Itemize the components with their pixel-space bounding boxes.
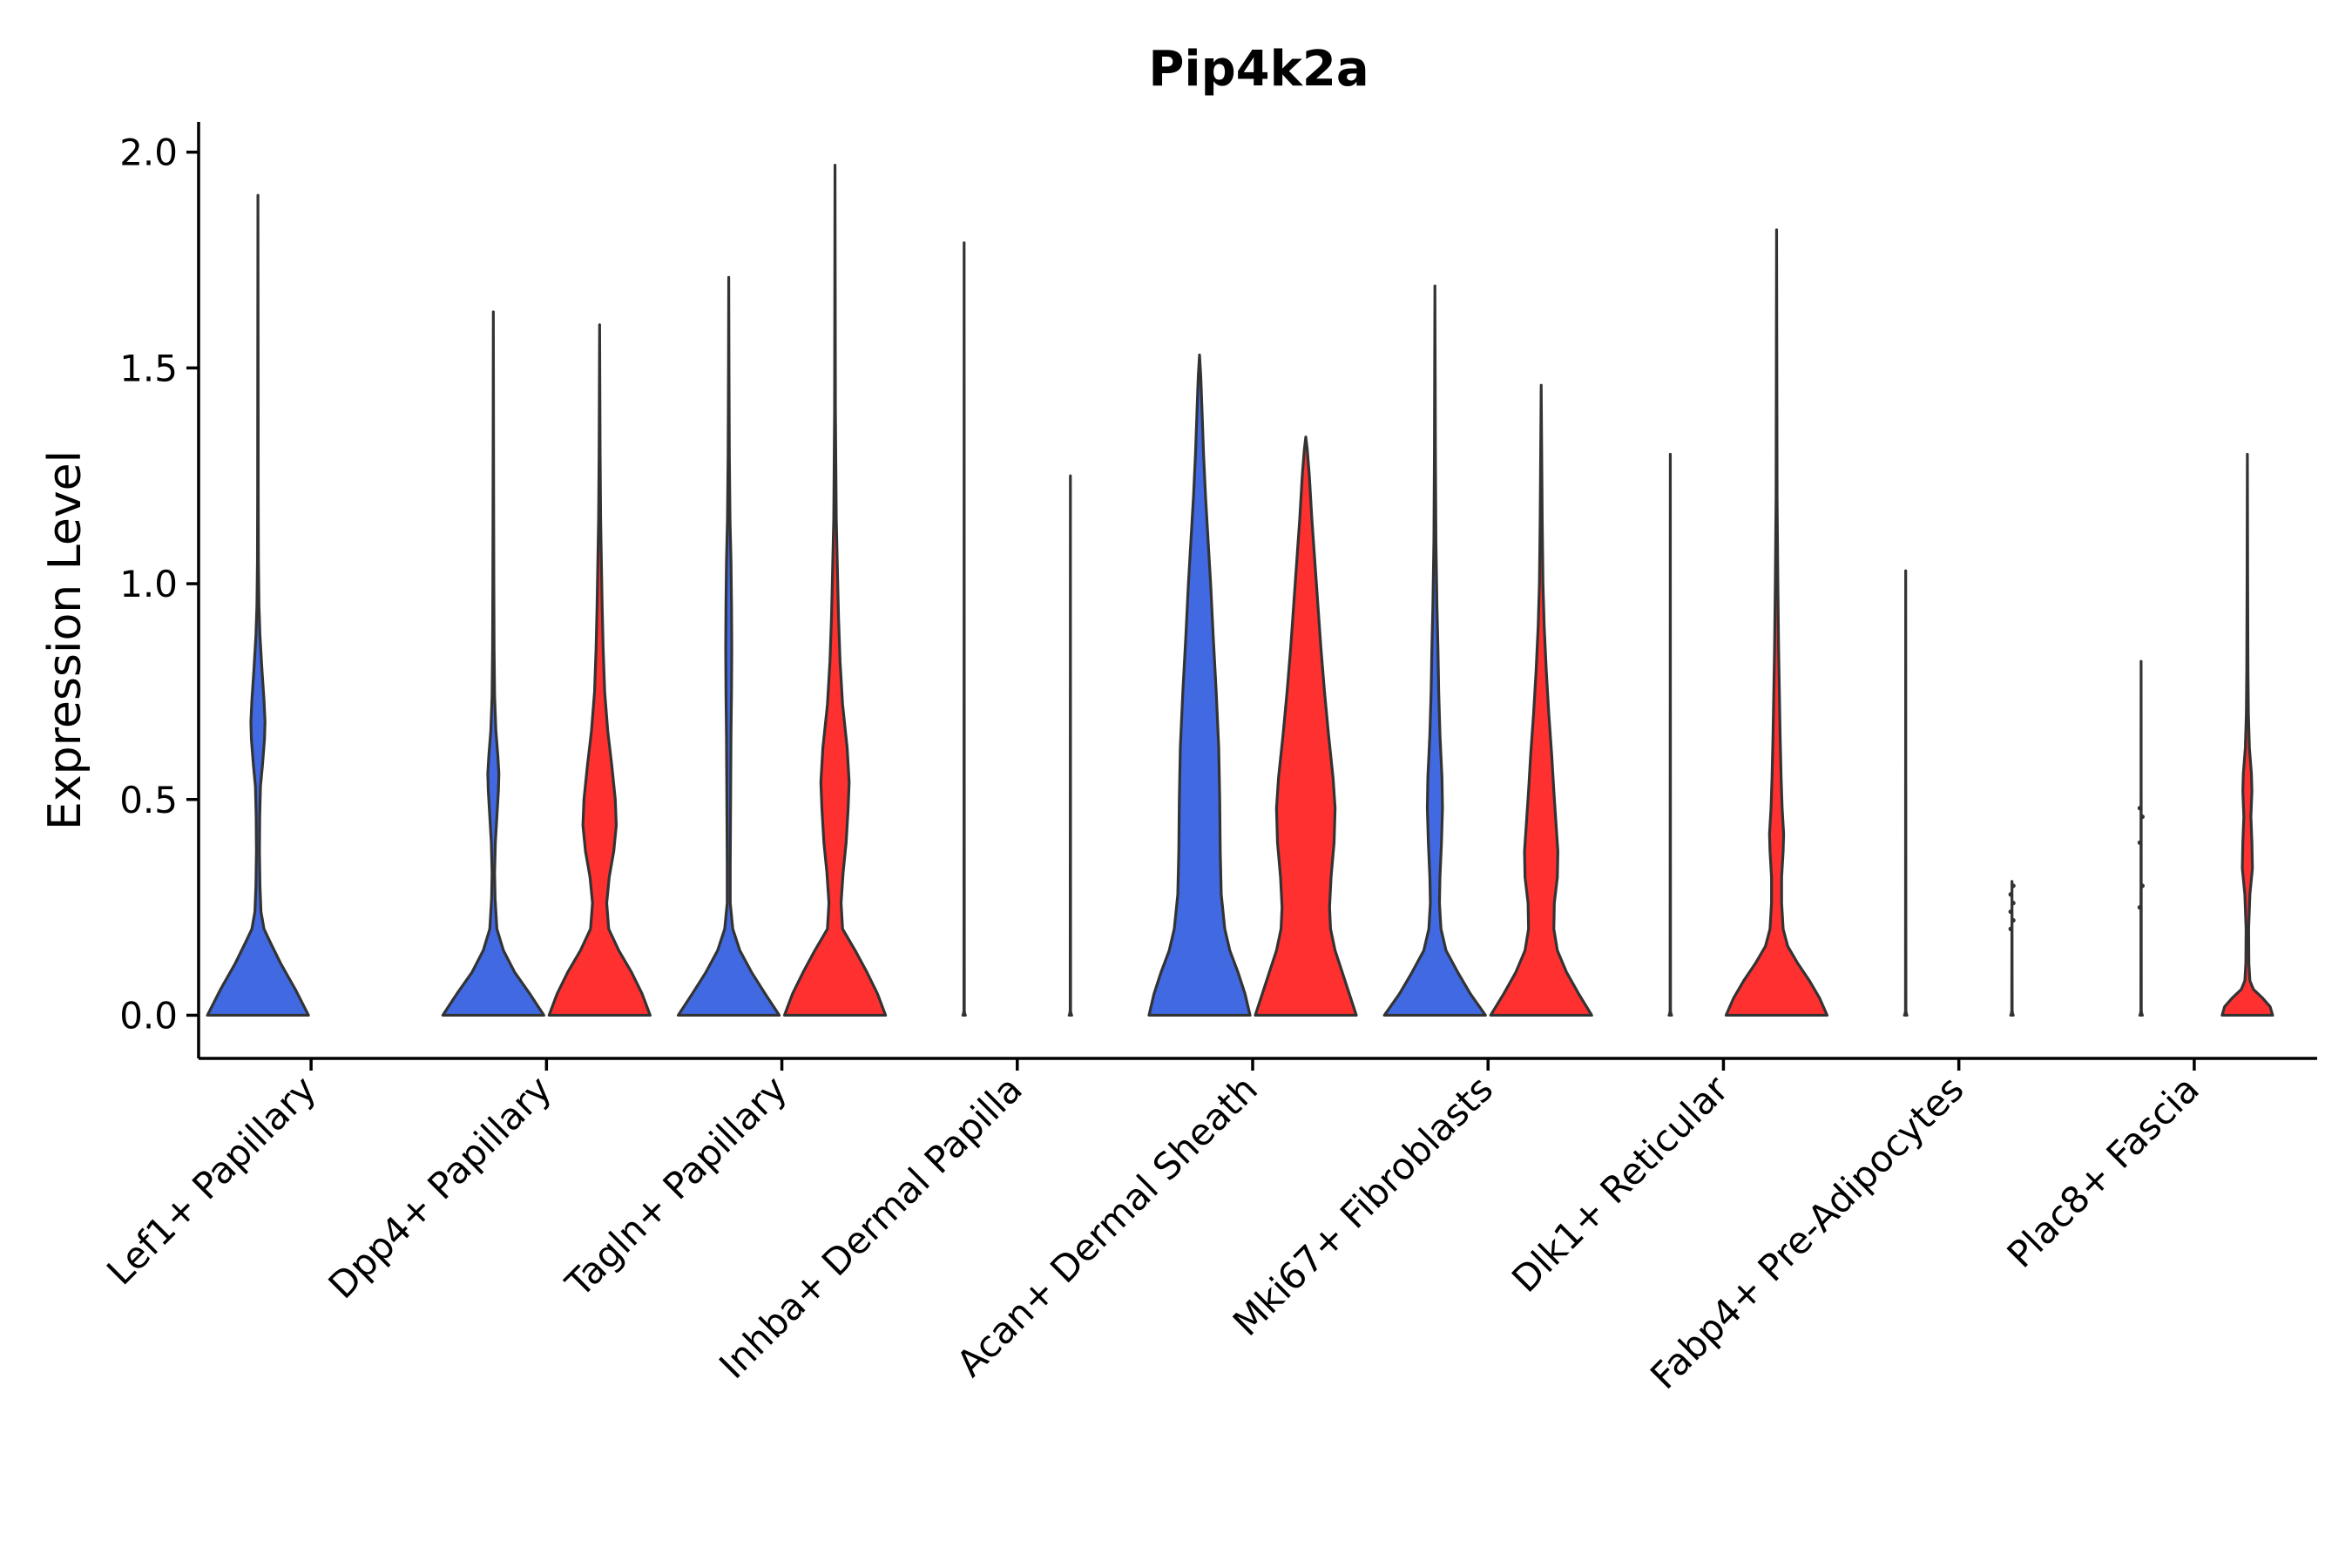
violin-group2-4 — [1254, 436, 1358, 1017]
x-category-label: Mki67+ Fibroblasts — [1225, 1067, 1501, 1343]
violin-group1-7 — [1903, 569, 1909, 1017]
violin-group1-6 — [1667, 452, 1673, 1017]
violin-group2-3 — [1067, 474, 1073, 1017]
violin-group2-1 — [547, 323, 652, 1017]
violin-group1-2 — [676, 275, 781, 1017]
jitter-point — [2137, 905, 2142, 910]
jitter-point — [2008, 892, 2013, 897]
jitter-point — [2011, 917, 2016, 923]
chart-title: Pip4k2a — [1148, 41, 1369, 98]
violin-group1-1 — [441, 310, 545, 1017]
violin-group2-2 — [782, 163, 888, 1017]
jitter-point — [2008, 926, 2013, 931]
violin-group2-7 — [2009, 880, 2015, 1017]
y-tick-label: 1.0 — [119, 563, 178, 605]
jitter-point — [2011, 901, 2016, 906]
x-category-label: Dpp4+ Papillary — [321, 1067, 560, 1307]
x-category-label: Dlk1+ Reticular — [1504, 1067, 1737, 1301]
violin-group1-8 — [2138, 659, 2144, 1017]
jitter-point — [2011, 883, 2016, 889]
y-tick-label: 0.5 — [119, 779, 178, 821]
violin-group2-6 — [1724, 228, 1829, 1017]
violin-group1-0 — [206, 193, 310, 1017]
x-category-label: Tagln+ Papillary — [557, 1067, 794, 1305]
x-category-label: Plac8+ Fascia — [1999, 1067, 2207, 1275]
violin-group2-8 — [2220, 452, 2274, 1017]
jitter-point — [2137, 806, 2142, 811]
violin-group1-4 — [1147, 353, 1252, 1017]
y-tick-label: 1.5 — [119, 347, 178, 389]
violin-group2-5 — [1489, 383, 1593, 1017]
y-axis-label: Expression Level — [39, 450, 91, 830]
violin-group1-3 — [961, 241, 967, 1017]
jitter-point — [2139, 883, 2145, 889]
violin-group1-5 — [1382, 284, 1487, 1017]
y-tick-label: 0.0 — [119, 994, 178, 1037]
jitter-point — [2137, 840, 2142, 845]
jitter-point — [2008, 909, 2013, 915]
x-category-label: Lef1+ Papillary — [98, 1067, 324, 1293]
violins-layer — [206, 163, 2274, 1017]
y-tick-label: 2.0 — [119, 132, 178, 174]
jitter-point — [2139, 814, 2145, 820]
